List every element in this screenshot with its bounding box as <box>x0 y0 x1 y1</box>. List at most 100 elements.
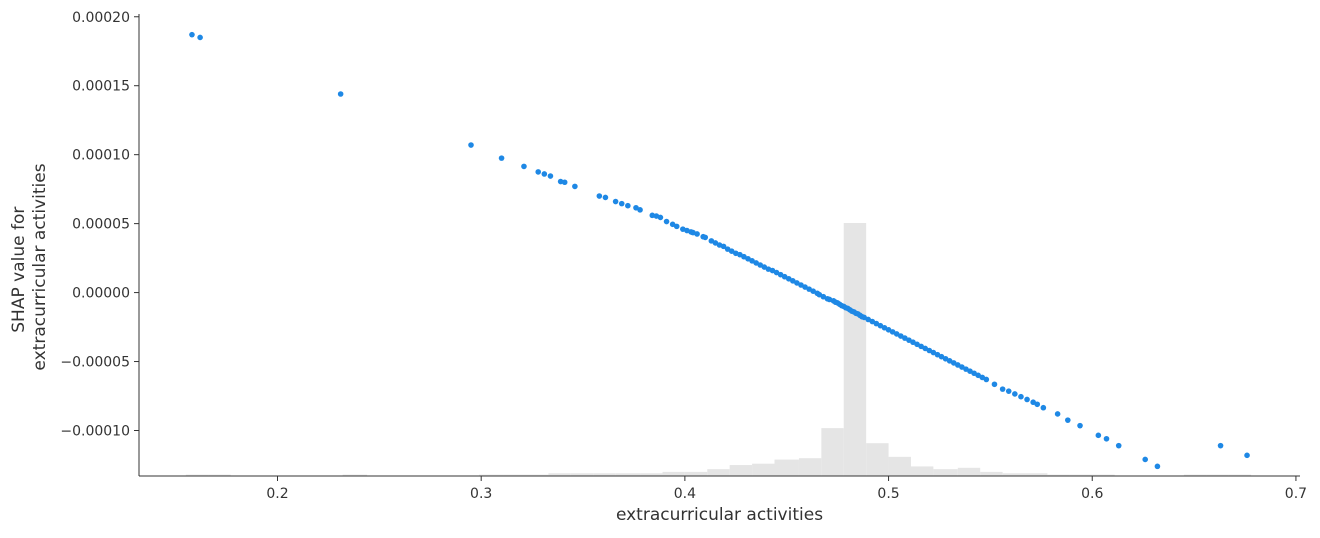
data-point <box>612 198 619 205</box>
data-point <box>625 202 631 209</box>
histogram-bar <box>526 474 549 476</box>
y-tick-label: −0.00005 <box>60 355 130 371</box>
histogram-bar <box>615 473 641 476</box>
histogram-bar <box>1047 474 1070 476</box>
data-point <box>1115 442 1122 449</box>
data-point <box>618 200 625 207</box>
histogram-bar <box>1002 473 1026 476</box>
data-point <box>1065 417 1071 423</box>
histogram-bar <box>843 223 867 476</box>
data-point <box>1217 442 1224 449</box>
axes <box>138 14 1300 477</box>
histogram-bar <box>980 471 1003 476</box>
data-point <box>663 218 670 225</box>
histogram-bar <box>662 471 685 476</box>
data-point <box>602 194 609 201</box>
data-point <box>1077 422 1083 429</box>
histogram-bar <box>798 458 822 476</box>
histogram-bar <box>185 474 209 476</box>
data-point <box>694 231 700 237</box>
histogram <box>185 223 1252 476</box>
histogram-bar <box>1228 474 1252 476</box>
data-point <box>1103 435 1110 442</box>
y-tick-label: 0.00005 <box>72 217 130 233</box>
histogram-bar <box>888 456 911 476</box>
histogram-bar <box>503 474 526 476</box>
histogram-bar <box>957 467 981 476</box>
data-point <box>189 31 195 38</box>
histogram-bar <box>933 469 958 476</box>
histogram-bar <box>1183 474 1207 476</box>
data-point <box>1095 432 1102 439</box>
data-point <box>572 183 578 190</box>
y-tick-label: 0.00000 <box>72 286 130 302</box>
histogram-bar <box>774 459 799 476</box>
histogram-bar <box>548 473 571 476</box>
histogram-bar <box>208 474 231 476</box>
x-tick-label: 0.6 <box>1081 486 1103 502</box>
data-point <box>1054 411 1061 417</box>
data-point <box>1005 388 1012 394</box>
data-point <box>1024 396 1030 403</box>
y-tick-label: 0.00010 <box>72 148 130 164</box>
data-point <box>983 376 990 383</box>
x-tick-label: 0.2 <box>266 486 288 502</box>
data-point <box>657 214 664 221</box>
histogram-bar <box>684 471 708 476</box>
x-tick-label: 0.3 <box>470 486 492 502</box>
data-point <box>673 223 680 230</box>
data-point <box>521 163 527 170</box>
y-axis-label-line-2: extracurricular activities <box>30 163 50 370</box>
histogram-bar <box>570 473 594 476</box>
data-point <box>498 155 505 161</box>
y-axis-label-line-1: SHAP value for <box>9 207 29 333</box>
data-point <box>1012 391 1018 397</box>
x-tick-label: 0.7 <box>1285 486 1307 502</box>
data-point <box>596 193 603 199</box>
data-point <box>720 243 727 250</box>
data-point <box>561 179 568 186</box>
data-point <box>1018 393 1024 400</box>
histogram-bar <box>1092 474 1115 476</box>
histogram-bar <box>342 474 368 476</box>
y-tick-label: 0.00015 <box>72 79 130 95</box>
histogram-bar <box>866 443 889 476</box>
y-tick-label: −0.00010 <box>60 423 130 439</box>
data-point <box>547 173 554 179</box>
data-point <box>535 169 542 175</box>
data-point <box>1244 452 1250 459</box>
data-point <box>1040 404 1047 411</box>
histogram-bar <box>593 473 616 476</box>
x-axis-ticks: 0.2 0.3 0.4 0.5 0.6 0.7 <box>266 476 1307 502</box>
histogram-bar <box>821 428 844 476</box>
data-point <box>468 142 474 148</box>
data-point <box>637 207 643 213</box>
histogram-bar <box>640 473 663 476</box>
histogram-bar <box>1206 474 1229 476</box>
histogram-bar <box>707 469 730 476</box>
data-point <box>702 234 709 241</box>
scatter-points <box>189 31 1250 470</box>
histogram-bar <box>1025 473 1048 476</box>
x-tick-label: 0.4 <box>674 486 696 502</box>
x-axis-label: extracurricular activities <box>616 505 823 525</box>
histogram-bar <box>910 466 934 476</box>
data-point <box>999 386 1006 392</box>
data-point <box>1154 463 1161 470</box>
y-tick-label: 0.00020 <box>72 10 130 26</box>
x-tick-label: 0.5 <box>877 486 899 502</box>
data-point <box>991 381 998 388</box>
histogram-bar <box>1069 474 1093 476</box>
data-point <box>541 171 548 177</box>
data-point <box>197 34 203 41</box>
data-point <box>337 91 344 97</box>
data-point <box>1142 456 1148 463</box>
y-axis-label: SHAP value for extracurricular activitie… <box>9 163 50 370</box>
histogram-bar <box>729 465 753 476</box>
y-axis-ticks: 0.00020 0.00015 0.00010 0.00005 0.00000 −0.00… <box>60 10 139 439</box>
histogram-bar <box>479 474 504 476</box>
data-point <box>1034 401 1041 408</box>
histogram-bar <box>752 463 775 476</box>
